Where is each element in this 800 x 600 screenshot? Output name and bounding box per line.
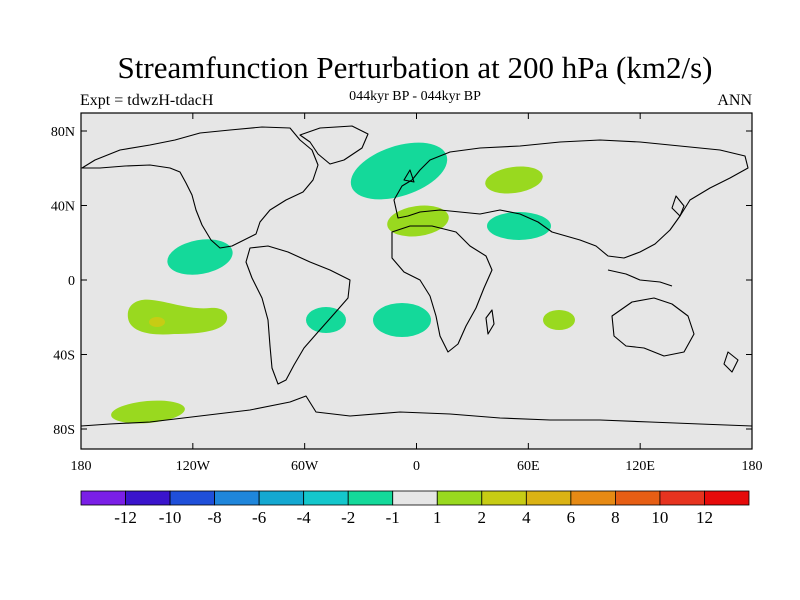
season-label: ANN — [717, 92, 752, 109]
colorbar-swatch — [481, 490, 527, 506]
colorbar-swatch — [436, 490, 483, 506]
colorbar-label: -12 — [114, 508, 137, 527]
lat-tick-label: 40S — [53, 349, 75, 364]
colorbar-swatch — [570, 490, 616, 506]
colorbar-swatch — [525, 490, 572, 506]
experiment-label: Expt = tdwzH-tdacH — [80, 92, 214, 109]
coastline-africa — [391, 225, 493, 353]
colorbar-swatch — [347, 490, 394, 506]
anomaly-patch — [149, 317, 165, 327]
colorbar: -12 -10 -8 -6 -4 -2 -1 1 2 4 6 8 10 12 — [80, 490, 750, 527]
anomaly-patch — [167, 239, 233, 275]
lon-tick-label: 120W — [176, 459, 211, 474]
lon-tick-label: 0 — [413, 459, 420, 474]
coastline-indonesia — [607, 269, 673, 287]
coastline-south-america — [245, 245, 351, 385]
colorbar-swatch — [125, 490, 171, 506]
colorbar-swatch — [214, 490, 260, 506]
colorbar-label: 4 — [522, 508, 531, 527]
coastline-madagascar — [485, 309, 495, 335]
lon-tick-label: 180 — [742, 459, 763, 474]
lon-tick-label: 180 — [71, 459, 92, 474]
colorbar-swatch — [303, 490, 349, 506]
lat-tick-label: 40N — [51, 200, 75, 215]
lon-tick-label: 120E — [625, 459, 655, 474]
map-plot-area — [81, 125, 752, 427]
colorbar-swatch — [615, 490, 661, 506]
colorbar-label: 12 — [696, 508, 713, 527]
colorbar-label: -6 — [252, 508, 266, 527]
lat-tick-label: 0 — [68, 274, 75, 289]
anomaly-patch — [350, 142, 448, 200]
coastline-antarctica — [81, 395, 752, 427]
colorbar-label: 6 — [567, 508, 576, 527]
colorbar-label: 1 — [433, 508, 442, 527]
anomaly-patches — [111, 142, 575, 424]
period-label: 044kyr BP - 044kyr BP — [349, 89, 481, 104]
anomaly-patch — [373, 303, 431, 337]
coastlines — [81, 125, 752, 427]
colorbar-swatch — [169, 490, 215, 506]
lon-tick-label: 60W — [291, 459, 319, 474]
coastline-uk — [403, 169, 415, 183]
lat-tick-label: 80S — [53, 423, 75, 438]
colorbar-label: 10 — [651, 508, 668, 527]
coastline-north-america — [81, 126, 319, 249]
anomaly-patch — [306, 307, 346, 333]
colorbar-label: -2 — [341, 508, 355, 527]
anomaly-patch — [543, 310, 575, 330]
colorbar-label: -4 — [297, 508, 312, 527]
map-title: Streamfunction Perturbation at 200 hPa (… — [117, 50, 713, 85]
colorbar-label: -8 — [208, 508, 222, 527]
colorbar-swatch — [392, 490, 438, 506]
lat-tick-label: 80N — [51, 125, 75, 140]
colorbar-swatch — [659, 490, 705, 506]
map-axes: 80N 40N 0 40S 80S 180 120W 60W 0 60E 120E 180 — [51, 112, 763, 474]
coastline-japan — [671, 195, 685, 217]
coastline-new-zealand — [723, 351, 739, 373]
colorbar-swatch — [704, 490, 750, 506]
coastline-greenland — [299, 125, 369, 165]
colorbar-label: -1 — [386, 508, 400, 527]
colorbar-label: 8 — [611, 508, 620, 527]
coastline-australia — [611, 297, 695, 357]
colorbar-swatch — [258, 490, 305, 506]
anomaly-patch — [485, 166, 543, 194]
coastline-europe-asia — [393, 139, 749, 259]
colorbar-label: 2 — [478, 508, 487, 527]
anomaly-patch — [111, 400, 185, 424]
colorbar-swatch — [80, 490, 126, 506]
lon-tick-label: 60E — [517, 459, 540, 474]
colorbar-label: -10 — [159, 508, 182, 527]
anomaly-patch — [487, 212, 551, 240]
